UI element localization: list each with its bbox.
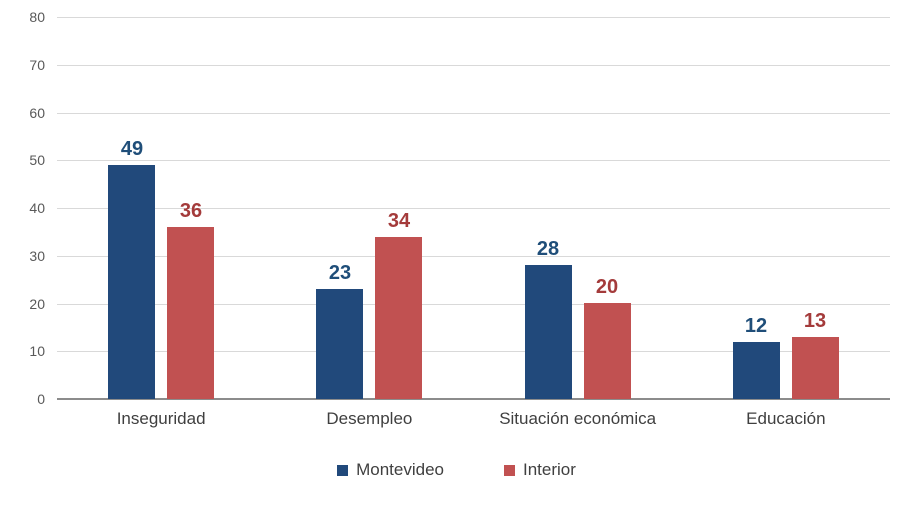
gridline — [57, 112, 890, 114]
gridline — [57, 208, 890, 209]
legend-label-interior: Interior — [522, 460, 576, 479]
gridline — [57, 64, 890, 66]
legend: Montevideo Interior — [0, 460, 913, 480]
y-tick-label: 10 — [29, 343, 45, 360]
category-label: Desempleo — [326, 409, 413, 428]
category-label: Situación económica — [499, 409, 657, 428]
bar-interior-3 — [584, 303, 631, 399]
gridline — [57, 351, 890, 353]
bar-value-label: 36 — [179, 200, 203, 222]
legend-item-interior: Interior — [503, 460, 576, 480]
gridline — [57, 17, 890, 18]
legend-swatch-interior-icon — [503, 464, 515, 476]
bar-interior-2 — [375, 237, 422, 399]
gridline — [57, 255, 890, 257]
bar-montevideo-2 — [316, 289, 363, 399]
bar-montevideo-4 — [733, 342, 780, 399]
legend-label-montevideo: Montevideo — [356, 460, 444, 479]
legend-item-montevideo: Montevideo — [337, 460, 444, 480]
bar-value-label: 49 — [120, 138, 144, 160]
y-tick-label: 30 — [29, 247, 45, 264]
y-tick-label: 50 — [29, 152, 45, 169]
bar-interior-4 — [792, 337, 839, 399]
bar-value-label: 12 — [744, 315, 768, 337]
bar-montevideo-1 — [108, 165, 155, 399]
y-tick-label: 60 — [29, 104, 45, 121]
y-tick-label: 0 — [37, 391, 45, 407]
bar-value-label: 34 — [387, 210, 411, 232]
gridline — [57, 160, 890, 162]
y-tick-label: 80 — [29, 9, 45, 25]
bar-value-label: 28 — [536, 238, 560, 260]
bar-value-label: 23 — [328, 262, 352, 284]
bar-value-label: 20 — [595, 276, 619, 298]
y-tick-label: 70 — [29, 56, 45, 73]
gridline — [57, 303, 890, 305]
x-axis-line — [57, 398, 890, 400]
y-tick-label: 20 — [29, 295, 45, 312]
y-tick-label: 40 — [29, 200, 45, 216]
bar-value-label: 13 — [803, 310, 827, 332]
bar-montevideo-3 — [525, 265, 572, 399]
category-label: Educación — [746, 409, 826, 428]
legend-swatch-montevideo-icon — [337, 464, 349, 476]
category-label: Inseguridad — [116, 409, 206, 428]
bar-interior-1 — [167, 227, 214, 399]
